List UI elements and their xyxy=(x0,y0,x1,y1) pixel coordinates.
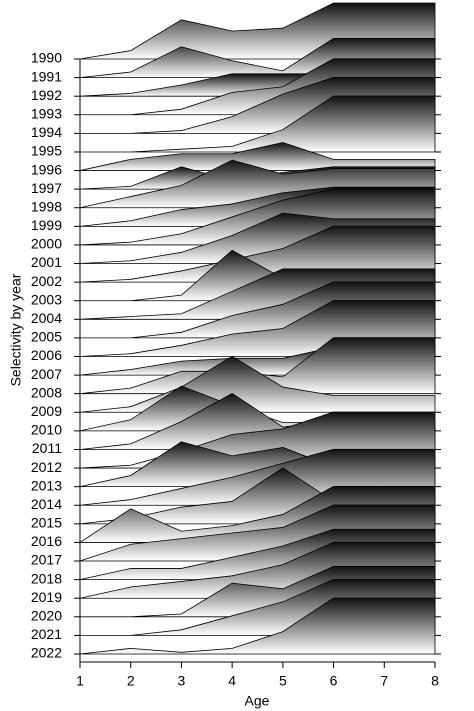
y-tick-label: 1991 xyxy=(31,68,62,84)
x-tick-label: 3 xyxy=(178,673,186,689)
y-tick-label: 2010 xyxy=(31,422,62,438)
y-tick-label: 2012 xyxy=(31,459,62,475)
y-tick-label: 2021 xyxy=(31,626,62,642)
x-axis-label: Age xyxy=(245,693,270,709)
ridge xyxy=(79,142,436,171)
ridge xyxy=(79,597,436,655)
x-tick-label: 8 xyxy=(431,673,439,689)
y-tick-label: 2002 xyxy=(31,273,62,289)
y-tick-label: 2008 xyxy=(31,384,62,400)
x-tick-label: 1 xyxy=(76,673,84,689)
y-tick-label: 1994 xyxy=(31,124,62,140)
y-tick-label: 1990 xyxy=(31,50,62,66)
x-tick-label: 5 xyxy=(279,673,287,689)
y-tick-label: 2016 xyxy=(31,533,62,549)
y-tick-label: 2018 xyxy=(31,570,62,586)
x-tick-label: 4 xyxy=(228,673,236,689)
y-tick-label: 2015 xyxy=(31,515,62,531)
y-tick-label: 2013 xyxy=(31,477,62,493)
y-tick-label: 2003 xyxy=(31,291,62,307)
y-tick-label: 2017 xyxy=(31,552,62,568)
y-tick-label: 2011 xyxy=(32,440,62,456)
y-tick-label: 1996 xyxy=(31,161,62,177)
y-tick-label: 1998 xyxy=(31,198,62,214)
y-axis-label: Selectivity by year xyxy=(8,273,24,386)
y-tick-label: 2006 xyxy=(31,347,62,363)
y-tick-label: 2019 xyxy=(31,589,62,605)
y-tick-label: 2009 xyxy=(31,403,62,419)
y-tick-label: 1997 xyxy=(31,180,62,196)
y-tick-label: 2022 xyxy=(31,645,62,661)
ridge xyxy=(79,337,436,395)
y-tick-label: 1995 xyxy=(31,143,62,159)
ridge xyxy=(79,225,436,283)
y-tick-label: 2007 xyxy=(31,366,62,382)
y-tick-label: 1993 xyxy=(31,105,62,121)
ridge xyxy=(80,95,436,153)
y-tick-label: 2005 xyxy=(31,329,62,345)
y-tick-label: 1992 xyxy=(31,87,62,103)
y-tick-label: 2000 xyxy=(31,236,62,252)
y-tick-label: 2004 xyxy=(31,310,62,326)
y-tick-label: 1999 xyxy=(31,217,62,233)
x-tick-label: 6 xyxy=(330,673,338,689)
y-tick-label: 2020 xyxy=(31,608,62,624)
y-tick-label: 2014 xyxy=(31,496,62,512)
y-tick-label: 2001 xyxy=(31,254,62,270)
x-tick-label: 2 xyxy=(127,673,135,689)
x-tick-label: 7 xyxy=(380,673,388,689)
